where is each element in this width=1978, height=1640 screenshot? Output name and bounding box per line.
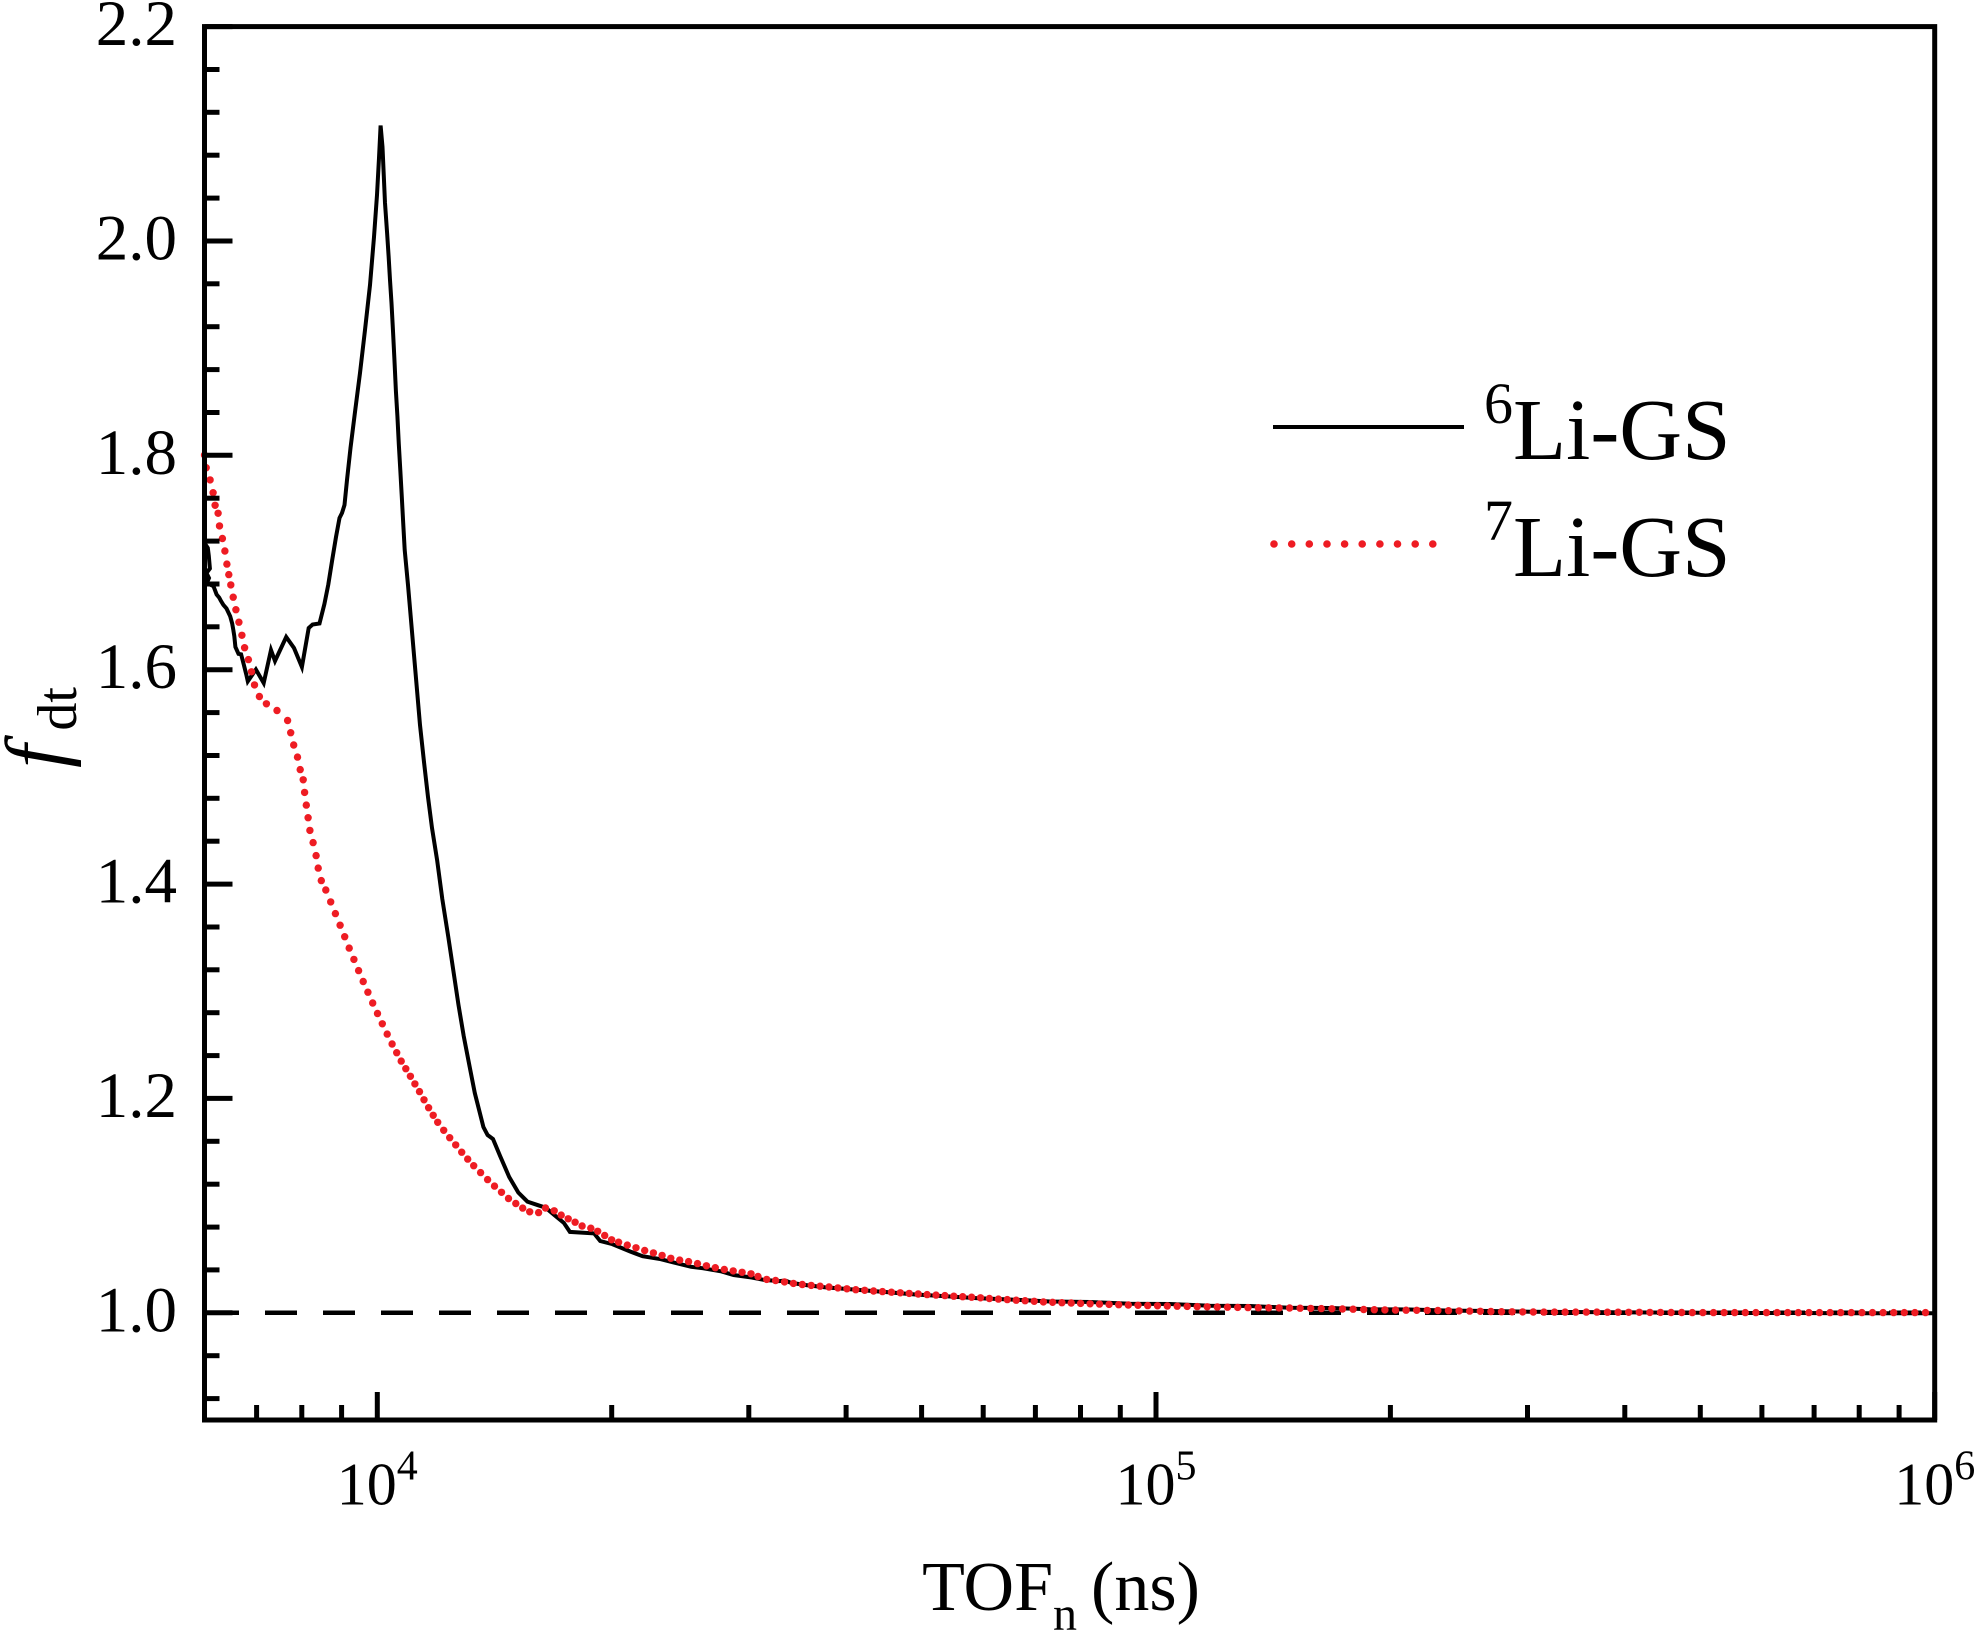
svg-text:105: 105 — [1116, 1444, 1197, 1518]
svg-text:7Li-GS: 7Li-GS — [1484, 488, 1731, 595]
svg-text:1.4: 1.4 — [96, 846, 177, 918]
svg-text:1.0: 1.0 — [96, 1274, 177, 1346]
svg-text:1.6: 1.6 — [96, 631, 177, 703]
svg-text:6Li-GS: 6Li-GS — [1484, 371, 1731, 478]
svg-text:1.8: 1.8 — [96, 417, 177, 489]
svg-text:2.2: 2.2 — [96, 0, 177, 60]
svg-text:2.0: 2.0 — [96, 203, 177, 275]
svg-text:1.2: 1.2 — [96, 1060, 177, 1132]
svg-text:104: 104 — [337, 1444, 418, 1518]
